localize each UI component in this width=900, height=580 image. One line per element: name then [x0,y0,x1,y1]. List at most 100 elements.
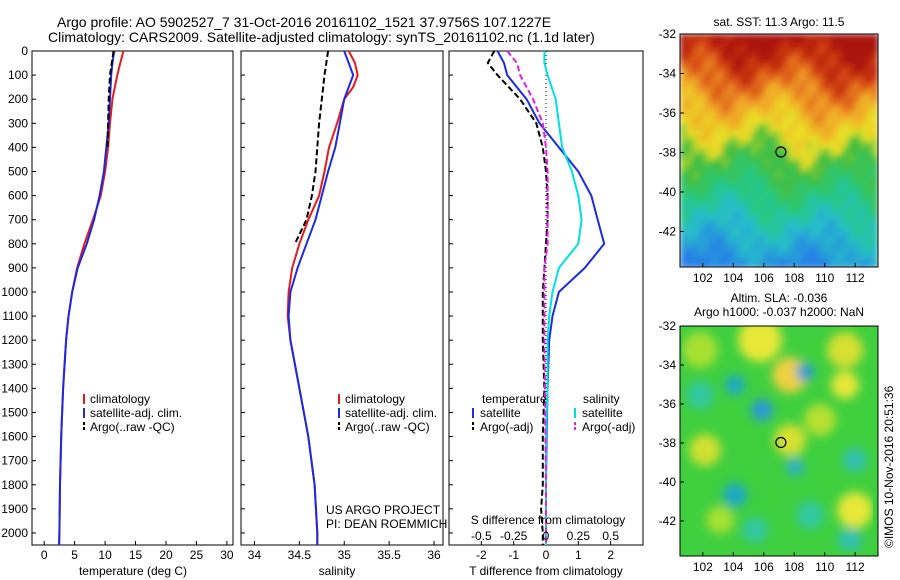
sst-cell [746,208,753,215]
sst-cell [722,94,729,101]
sst-cell [854,202,861,209]
sst-cell [722,118,729,125]
sst-cell [788,184,795,191]
sst-cell [746,214,753,221]
y-tick-label: -32 [659,319,677,333]
sst-cell [860,130,867,137]
sst-cell [770,88,777,95]
sst-cell [704,142,711,149]
sst-cell [686,40,693,47]
sst-cell [812,160,819,167]
sst-cell [752,202,759,209]
y-tick-label: 1000 [1,285,28,299]
sst-cell [860,256,867,263]
sst-cell [824,130,831,137]
sst-cell [722,202,729,209]
sst-cell [830,148,837,155]
sst-cell [794,196,801,203]
sst-cell [698,232,705,239]
sst-cell [758,124,765,131]
sst-cell [866,160,873,167]
sst-cell [794,214,801,221]
sst-cell [680,184,687,191]
sst-cell [680,244,687,251]
sst-cell [842,124,849,131]
sst-cell [710,154,717,161]
sst-cell [830,142,837,149]
sst-cell [800,118,807,125]
sst-cell [770,106,777,113]
sst-cell [704,262,711,267]
sst-cell [788,76,795,83]
sst-cell [734,46,741,53]
sst-cell [698,142,705,149]
sst-cell [710,34,717,41]
sst-cell [680,130,687,137]
sst-cell [872,52,878,59]
sst-cell [680,220,687,227]
sst-cell [752,100,759,107]
sla-blob [831,371,859,399]
sst-cell [830,64,837,71]
sst-cell [710,106,717,113]
sst-cell [716,148,723,155]
sst-cell [716,82,723,89]
sst-cell [830,250,837,257]
sst-cell [692,106,699,113]
y-tick-label: 0 [21,44,28,58]
sst-cell [722,34,729,41]
sst-cell [704,100,711,107]
sst-cell [704,148,711,155]
sla-blob [837,492,873,528]
sst-cell [704,154,711,161]
sst-cell [848,142,855,149]
sst-cell [794,136,801,143]
sst-cell [842,196,849,203]
sst-cell [836,124,843,131]
sst-cell [866,136,873,143]
sst-cell [848,184,855,191]
y-tick-label: 300 [8,116,28,130]
sst-cell [728,244,735,251]
sst-cell [746,148,753,155]
sst-cell [872,112,878,119]
sst-cell [746,202,753,209]
sst-cell [800,208,807,215]
sst-cell [698,52,705,59]
sla-blob [838,528,862,552]
sla-map-frame [679,325,879,557]
x-tick-label: 10 [98,548,112,562]
sst-cell [818,142,825,149]
sst-cell [764,226,771,233]
sst-cell [770,100,777,107]
sst-cell [680,76,687,83]
sst-cell [692,220,699,227]
sst-cell [842,172,849,179]
sst-cell [764,136,771,143]
sst-cell [680,100,687,107]
x-tick-label: 112 [846,560,865,574]
sst-cell [764,184,771,191]
sst-cell [770,118,777,125]
sst-cell [680,154,687,161]
sst-cell [830,256,837,263]
sst-cell [842,220,849,227]
sst-cell [806,46,813,53]
sst-cell [686,70,693,77]
sst-cell [704,208,711,215]
sst-cell [806,238,813,245]
sst-cell [704,202,711,209]
sst-cell [788,154,795,161]
sst-cell [692,34,699,41]
sst-cell [746,142,753,149]
sst-cell [686,136,693,143]
sst-cell [710,124,717,131]
sst-cell [716,178,723,185]
y-tick-label: 1800 [1,478,28,492]
sst-cell [710,112,717,119]
sst-cell [722,220,729,227]
sst-cell [758,100,765,107]
sst-cell [866,202,873,209]
sst-cell [806,262,813,267]
sst-cell [800,184,807,191]
